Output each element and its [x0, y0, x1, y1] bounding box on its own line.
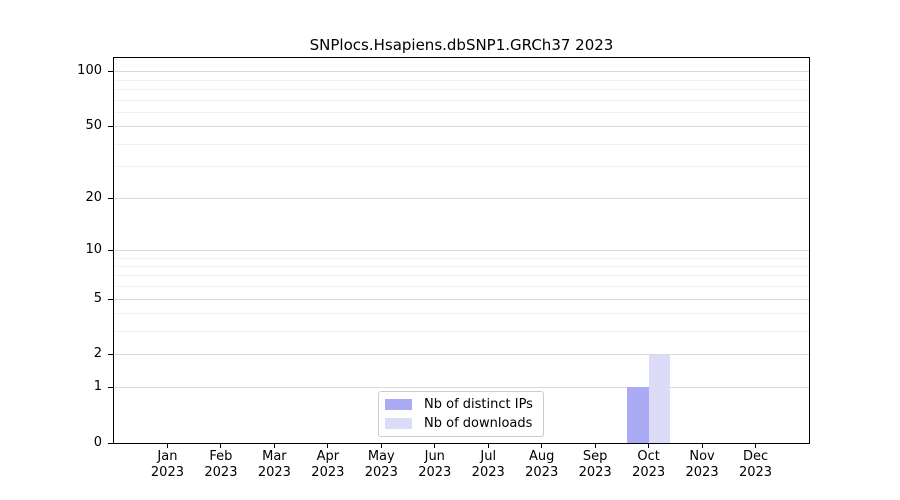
x-tick-year: 2023	[632, 465, 666, 480]
x-tick-mark	[380, 443, 382, 448]
x-tick-label: Aug 2023	[502, 449, 582, 481]
y-tick-label: 1	[93, 379, 102, 395]
y-tick-mark	[108, 354, 113, 356]
major-gridline	[114, 354, 809, 356]
x-tick-month: Oct	[637, 449, 660, 464]
x-tick-label: Dec 2023	[716, 449, 796, 481]
x-tick-label: Jul 2023	[448, 449, 528, 481]
x-tick-year: 2023	[738, 465, 773, 480]
x-tick-year: 2023	[578, 465, 612, 480]
minor-gridline	[114, 275, 809, 277]
y-tick-label: 5	[93, 290, 102, 306]
minor-gridline	[114, 313, 809, 315]
y-tick-mark	[108, 298, 113, 300]
minor-gridline	[114, 79, 809, 81]
x-tick-year: 2023	[150, 465, 184, 480]
x-tick-label: Sep 2023	[555, 449, 635, 481]
x-tick-month: Aug	[528, 449, 555, 464]
x-tick-label: Feb 2023	[181, 449, 261, 481]
x-tick-label: Jun 2023	[395, 449, 475, 481]
x-tick-label: Apr 2023	[288, 449, 368, 481]
x-tick-year: 2023	[364, 465, 398, 480]
minor-gridline	[114, 99, 809, 101]
legend-item-downloads: Nb of downloads	[385, 416, 535, 433]
y-tick-label: 10	[85, 241, 102, 257]
major-gridline	[114, 71, 809, 73]
x-tick-month: Nov	[689, 449, 715, 464]
legend-swatch-downloads	[385, 418, 412, 430]
y-tick-mark	[108, 387, 113, 389]
legend-label-distinct-ips: Nb of distinct IPs	[424, 396, 533, 412]
x-tick-mark	[166, 443, 168, 448]
chart-title: SNPlocs.Hsapiens.dbSNP1.GRCh37 2023	[309, 36, 614, 54]
x-tick-mark	[541, 443, 543, 448]
minor-gridline	[114, 286, 809, 288]
x-tick-year: 2023	[685, 465, 719, 480]
x-tick-mark	[755, 443, 757, 448]
x-tick-year: 2023	[257, 465, 291, 480]
y-tick-mark	[108, 71, 113, 73]
y-tick-mark	[108, 126, 113, 128]
x-tick-month: Jan	[157, 449, 178, 464]
x-tick-year: 2023	[204, 465, 238, 480]
x-tick-mark	[434, 443, 436, 448]
x-tick-year: 2023	[311, 465, 345, 480]
x-tick-month: Jun	[424, 449, 445, 464]
major-gridline	[114, 197, 809, 199]
x-tick-year: 2023	[525, 465, 559, 480]
x-tick-label: Nov 2023	[662, 449, 742, 481]
x-tick-mark	[487, 443, 489, 448]
y-tick-label: 100	[77, 63, 102, 79]
x-tick-month: May	[367, 449, 395, 464]
minor-gridline	[114, 143, 809, 145]
y-tick-mark	[108, 249, 113, 251]
legend-item-distinct-ips: Nb of distinct IPs	[385, 396, 535, 413]
y-tick-label: 20	[85, 189, 102, 205]
x-tick-label: May 2023	[341, 449, 421, 481]
x-tick-label: Oct 2023	[609, 449, 689, 481]
x-tick-year: 2023	[471, 465, 505, 480]
minor-gridline	[114, 257, 809, 259]
minor-gridline	[114, 88, 809, 90]
minor-gridline	[114, 265, 809, 267]
x-tick-month: Sep	[582, 449, 608, 464]
x-tick-mark	[273, 443, 275, 448]
minor-gridline	[114, 166, 809, 168]
x-tick-month: Dec	[742, 449, 769, 464]
x-tick-month: Jul	[480, 449, 497, 464]
x-tick-mark	[594, 443, 596, 448]
y-tick-mark	[108, 443, 113, 444]
major-gridline	[114, 126, 809, 128]
minor-gridline	[114, 111, 809, 113]
y-tick-label: 0	[93, 435, 102, 450]
x-tick-year: 2023	[418, 465, 452, 480]
x-tick-month: Mar	[262, 449, 287, 464]
bar-downloads	[648, 354, 671, 443]
minor-gridline	[114, 331, 809, 333]
x-tick-mark	[220, 443, 222, 448]
y-tick-label: 2	[93, 346, 102, 362]
x-tick-mark	[327, 443, 329, 448]
bar-distinct-ips	[627, 387, 649, 443]
legend: Nb of distinct IPs Nb of downloads	[378, 391, 544, 437]
x-tick-mark	[648, 443, 650, 448]
x-tick-month: Apr	[316, 449, 340, 464]
legend-label-downloads: Nb of downloads	[424, 416, 533, 432]
major-gridline	[114, 298, 809, 300]
x-tick-label: Jan 2023	[127, 449, 207, 481]
major-gridline	[114, 387, 809, 389]
y-tick-mark	[108, 197, 113, 199]
y-tick-label: 50	[85, 118, 102, 134]
x-tick-label: Mar 2023	[234, 449, 314, 481]
major-gridline	[114, 249, 809, 251]
legend-swatch-distinct-ips	[385, 398, 412, 410]
x-tick-mark	[701, 443, 703, 448]
x-tick-month: Feb	[209, 449, 233, 464]
plot-area	[113, 57, 810, 444]
